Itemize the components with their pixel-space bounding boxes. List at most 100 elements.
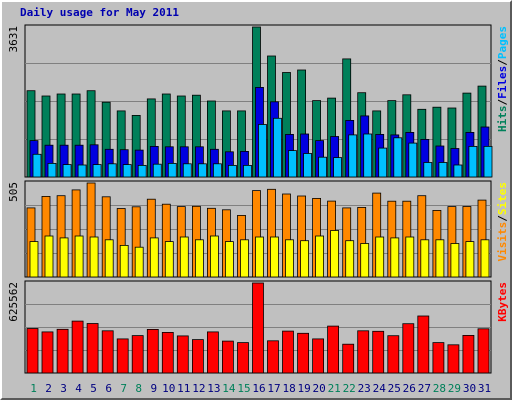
- bar-sites-day-29: [450, 243, 460, 278]
- bar-pages-day-14: [227, 164, 237, 178]
- bar-sites-day-1: [29, 241, 39, 278]
- x-tick-label-day-31: 31: [478, 382, 491, 395]
- x-tick-label-day-26: 26: [403, 382, 416, 395]
- x-tick-label-day-28: 28: [433, 382, 446, 395]
- bar-pages-day-31: [483, 145, 493, 178]
- bar-kbytes-day-12: [191, 339, 204, 374]
- bar-kbytes-day-4: [71, 320, 84, 374]
- bar-sites-day-16: [255, 236, 264, 278]
- legend-separator: /: [496, 59, 509, 66]
- x-tick-label-day-17: 17: [267, 382, 280, 395]
- axis-max-label-pages-files-hits: 3631: [7, 26, 20, 53]
- x-tick-label-day-19: 19: [297, 382, 310, 395]
- bar-pages-day-16: [258, 124, 267, 178]
- bar-kbytes-day-14: [221, 340, 234, 374]
- bar-kbytes-day-6: [101, 330, 114, 374]
- bar-pages-day-6: [107, 163, 117, 178]
- legend-item-sites: Sites: [496, 182, 509, 215]
- bar-sites-day-22: [345, 240, 355, 278]
- x-tick-label-day-2: 2: [45, 382, 52, 395]
- bar-pages-day-13: [212, 163, 222, 178]
- bar-sites-day-11: [179, 236, 189, 278]
- x-tick-label-day-30: 30: [463, 382, 476, 395]
- bar-kbytes-day-27: [417, 315, 430, 374]
- bar-pages-day-19: [303, 153, 313, 178]
- bar-sites-day-8: [134, 246, 144, 278]
- bar-kbytes-day-13: [206, 331, 219, 374]
- bar-kbytes-day-16: [252, 282, 264, 374]
- bar-kbytes-day-10: [161, 331, 174, 374]
- bar-kbytes-day-21: [327, 325, 340, 374]
- bar-sites-day-13: [209, 235, 219, 278]
- bar-sites-day-15: [240, 239, 249, 278]
- bar-kbytes-day-7: [116, 338, 129, 374]
- x-tick-label-day-9: 9: [150, 382, 157, 395]
- x-tick-label-day-10: 10: [162, 382, 175, 395]
- bar-kbytes-day-30: [462, 334, 475, 374]
- bar-kbytes-day-18: [282, 330, 294, 374]
- x-tick-label-day-24: 24: [373, 382, 387, 395]
- x-tick-label-day-15: 15: [237, 382, 250, 395]
- bar-sites-day-4: [74, 235, 84, 278]
- bar-pages-day-30: [468, 145, 478, 178]
- bar-pages-day-29: [453, 164, 463, 178]
- bar-kbytes-day-5: [86, 323, 99, 374]
- bar-sites-day-24: [375, 236, 385, 278]
- bar-pages-day-11: [182, 163, 192, 178]
- x-tick-label-day-29: 29: [448, 382, 461, 395]
- x-tick-label-day-14: 14: [222, 382, 236, 395]
- bar-sites-day-7: [119, 244, 129, 278]
- bar-sites-day-30: [465, 241, 475, 278]
- x-tick-label-day-21: 21: [328, 382, 341, 395]
- bar-pages-day-26: [408, 142, 418, 178]
- x-tick-label-day-1: 1: [30, 382, 37, 395]
- chart-title: Daily usage for May 2011: [20, 6, 179, 19]
- bar-pages-day-4: [77, 164, 87, 178]
- x-tick-label-day-11: 11: [177, 382, 190, 395]
- legend-item-pages: Pages: [496, 26, 509, 59]
- bar-kbytes-day-17: [267, 340, 279, 374]
- bar-sites-day-3: [59, 237, 69, 278]
- bar-kbytes-day-28: [432, 342, 445, 374]
- bar-pages-day-28: [438, 162, 448, 178]
- bar-sites-day-21: [330, 230, 340, 278]
- bar-pages-day-21: [333, 157, 343, 178]
- bar-sites-day-23: [360, 243, 370, 278]
- bar-sites-day-6: [104, 239, 114, 278]
- x-tick-label-day-23: 23: [358, 382, 371, 395]
- bar-sites-day-25: [390, 237, 400, 278]
- bar-kbytes-day-9: [146, 328, 159, 374]
- bar-pages-day-1: [32, 153, 42, 178]
- bar-kbytes-day-26: [402, 323, 415, 374]
- bar-sites-day-12: [194, 239, 204, 278]
- x-tick-label-day-12: 12: [192, 382, 205, 395]
- bar-kbytes-day-2: [41, 331, 54, 374]
- bar-sites-day-27: [420, 239, 430, 278]
- bar-kbytes-day-1: [26, 328, 39, 374]
- bar-kbytes-day-3: [56, 328, 69, 374]
- bar-kbytes-day-20: [312, 338, 325, 374]
- bar-pages-day-9: [152, 163, 162, 178]
- x-tick-label-day-3: 3: [60, 382, 67, 395]
- x-tick-label-day-7: 7: [120, 382, 127, 395]
- axis-max-label-kbytes: 625562: [7, 282, 20, 322]
- bar-sites-day-19: [300, 240, 310, 278]
- bar-pages-day-17: [273, 117, 282, 178]
- bar-sites-day-17: [270, 236, 279, 278]
- axis-max-label-visits-sites: 505: [7, 182, 20, 202]
- x-tick-label-day-20: 20: [312, 382, 325, 395]
- x-tick-label-day-22: 22: [343, 382, 356, 395]
- bar-sites-day-18: [285, 239, 294, 278]
- bar-kbytes-day-15: [237, 342, 249, 374]
- legend-item-kbytes: KBytes: [496, 282, 509, 322]
- legend-kbytes: KBytes: [496, 282, 509, 322]
- x-tick-label-day-18: 18: [282, 382, 295, 395]
- bar-pages-day-20: [318, 156, 328, 178]
- bar-kbytes-day-22: [342, 343, 355, 374]
- bar-sites-day-9: [149, 237, 159, 278]
- x-tick-label-day-25: 25: [388, 382, 401, 395]
- bar-pages-day-23: [363, 133, 373, 178]
- x-tick-label-day-13: 13: [207, 382, 220, 395]
- bar-pages-day-22: [348, 134, 358, 178]
- legend-separator: /: [496, 99, 509, 106]
